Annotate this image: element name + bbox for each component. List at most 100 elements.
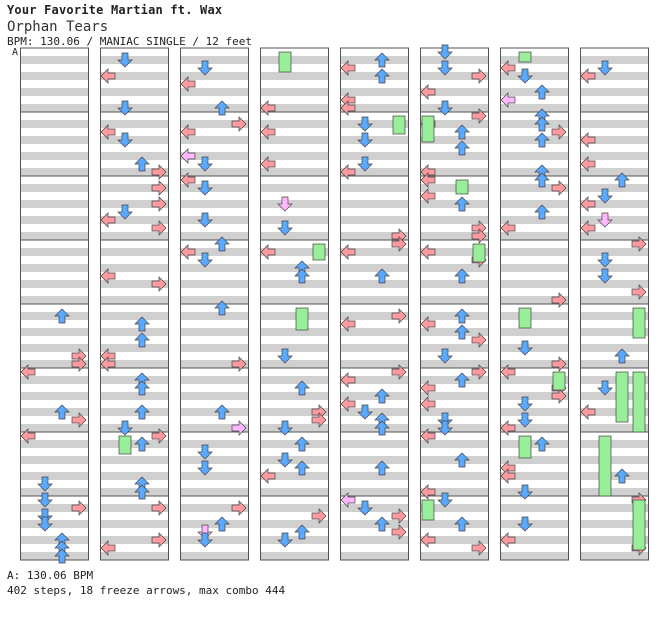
beat-stripe bbox=[420, 408, 489, 416]
step-arrow bbox=[471, 68, 487, 84]
step-arrow bbox=[100, 268, 116, 284]
beat-stripe bbox=[420, 424, 489, 432]
beat-stripe bbox=[20, 200, 89, 208]
step-arrow bbox=[100, 540, 116, 556]
step-arrow bbox=[277, 532, 293, 548]
step-arrow bbox=[100, 212, 116, 228]
beat-stripe bbox=[420, 328, 489, 336]
beat-stripe bbox=[100, 504, 169, 512]
chart-stats: 402 steps, 18 freeze arrows, max combo 4… bbox=[7, 584, 286, 597]
freeze-arrow bbox=[421, 499, 435, 521]
beat-stripe bbox=[100, 344, 169, 352]
step-arrow bbox=[391, 236, 407, 252]
step-arrow bbox=[597, 268, 613, 284]
beat-stripe bbox=[580, 520, 649, 528]
column-border bbox=[580, 47, 649, 561]
beat-stripe bbox=[260, 408, 329, 416]
beat-stripe bbox=[260, 88, 329, 96]
step-arrow bbox=[294, 460, 310, 476]
step-arrow bbox=[180, 124, 196, 140]
step-arrow bbox=[37, 516, 53, 532]
beat-stripe bbox=[180, 136, 249, 144]
step-arrow bbox=[100, 68, 116, 84]
step-arrow bbox=[597, 380, 613, 396]
beat-stripe bbox=[500, 504, 569, 512]
beat-stripe bbox=[180, 360, 249, 368]
beat-stripe bbox=[340, 328, 409, 336]
beat-stripe bbox=[180, 488, 249, 496]
freeze-arrow bbox=[472, 243, 486, 263]
beat-stripe bbox=[580, 504, 649, 512]
beat-stripe bbox=[580, 168, 649, 176]
beat-stripe bbox=[580, 424, 649, 432]
step-arrow bbox=[197, 212, 213, 228]
step-arrow bbox=[454, 140, 470, 156]
step-arrow bbox=[151, 196, 167, 212]
step-arrow bbox=[500, 364, 516, 380]
step-arrow bbox=[517, 68, 533, 84]
step-arrow bbox=[517, 340, 533, 356]
step-arrow bbox=[134, 156, 150, 172]
column-border bbox=[420, 47, 489, 561]
beat-stripe bbox=[180, 392, 249, 400]
beat-stripe bbox=[260, 136, 329, 144]
step-arrow bbox=[437, 100, 453, 116]
step-arrow bbox=[197, 460, 213, 476]
beat-stripe bbox=[100, 264, 169, 272]
beat-stripe bbox=[340, 520, 409, 528]
beat-stripe bbox=[180, 328, 249, 336]
beat-stripe bbox=[20, 168, 89, 176]
beat-stripe bbox=[260, 360, 329, 368]
step-arrow bbox=[294, 380, 310, 396]
step-arrow bbox=[454, 196, 470, 212]
step-arrow bbox=[294, 436, 310, 452]
beat-stripe bbox=[100, 376, 169, 384]
beat-stripe bbox=[340, 72, 409, 80]
beat-stripe bbox=[180, 104, 249, 112]
beat-stripe bbox=[100, 392, 169, 400]
beat-stripe bbox=[500, 200, 569, 208]
beat-stripe bbox=[340, 264, 409, 272]
beat-stripe bbox=[340, 472, 409, 480]
beat-stripe bbox=[260, 200, 329, 208]
beat-stripe bbox=[420, 296, 489, 304]
beat-stripe bbox=[580, 216, 649, 224]
step-arrow bbox=[231, 116, 247, 132]
step-arrow bbox=[580, 220, 596, 236]
beat-stripe bbox=[20, 536, 89, 544]
column-border bbox=[340, 47, 409, 561]
step-arrow bbox=[437, 60, 453, 76]
beat-stripe bbox=[260, 264, 329, 272]
step-arrow bbox=[151, 276, 167, 292]
beat-stripe bbox=[580, 296, 649, 304]
beat-stripe bbox=[580, 408, 649, 416]
step-arrow bbox=[420, 172, 436, 188]
beat-stripe bbox=[100, 120, 169, 128]
freeze-arrow bbox=[392, 115, 406, 135]
beat-stripe bbox=[500, 472, 569, 480]
freeze-arrow bbox=[295, 307, 309, 331]
beat-stripe bbox=[340, 312, 409, 320]
step-arrow bbox=[180, 172, 196, 188]
step-arrow bbox=[454, 308, 470, 324]
step-arrow bbox=[420, 428, 436, 444]
beat-stripe bbox=[180, 440, 249, 448]
column-border bbox=[100, 47, 169, 561]
step-arrow bbox=[454, 324, 470, 340]
step-arrow bbox=[214, 236, 230, 252]
beat-stripe bbox=[580, 360, 649, 368]
beat-stripe bbox=[260, 120, 329, 128]
beat-stripe bbox=[420, 216, 489, 224]
freeze-arrow bbox=[615, 371, 629, 423]
step-arrow bbox=[597, 212, 613, 228]
step-arrow bbox=[151, 428, 167, 444]
beat-stripe bbox=[260, 184, 329, 192]
step-arrow bbox=[71, 356, 87, 372]
step-arrow bbox=[580, 68, 596, 84]
step-arrow bbox=[277, 196, 293, 212]
beat-stripe bbox=[260, 216, 329, 224]
beat-stripe bbox=[580, 184, 649, 192]
step-arrow bbox=[580, 132, 596, 148]
beat-stripe bbox=[20, 376, 89, 384]
beat-stripe bbox=[580, 136, 649, 144]
